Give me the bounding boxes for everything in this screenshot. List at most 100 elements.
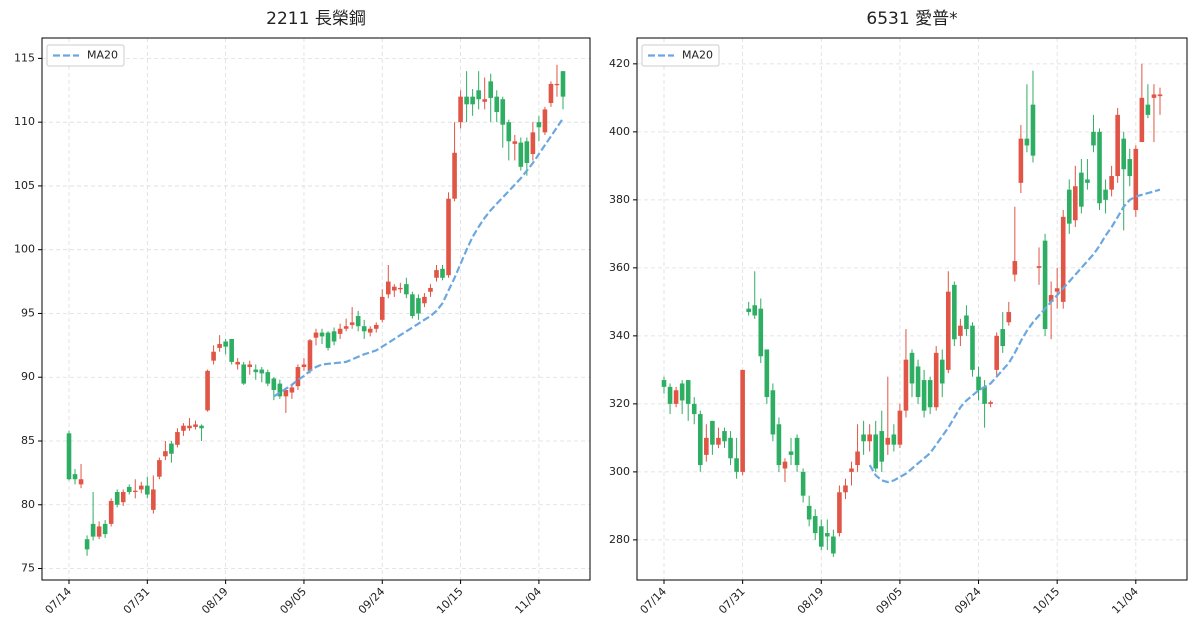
y-tick-label: 115 bbox=[14, 51, 35, 64]
candle-body bbox=[770, 390, 776, 435]
x-tick-label: 10/15 bbox=[434, 585, 466, 617]
x-tick-label: 11/04 bbox=[1109, 585, 1141, 617]
candle-body bbox=[223, 341, 228, 347]
candle-body bbox=[958, 325, 963, 336]
candle-body bbox=[265, 372, 271, 384]
candle-body bbox=[96, 526, 102, 537]
candle-body bbox=[494, 96, 500, 112]
candle-body bbox=[691, 403, 697, 415]
legend-box bbox=[641, 44, 720, 67]
y-tick-label: 400 bbox=[609, 125, 630, 138]
x-tick-label: 07/14 bbox=[638, 585, 670, 617]
candle-body bbox=[897, 410, 903, 445]
y-tick-label: 90 bbox=[21, 370, 35, 383]
candle-body bbox=[1012, 261, 1018, 275]
candle-body bbox=[301, 364, 307, 368]
candle-body bbox=[915, 366, 921, 398]
candle-body bbox=[1030, 104, 1036, 156]
candle-body bbox=[697, 414, 703, 466]
candle-body bbox=[885, 437, 891, 445]
candle-body bbox=[343, 326, 349, 329]
candle-body bbox=[337, 328, 343, 334]
candle-body bbox=[1048, 295, 1054, 302]
candle-body bbox=[1133, 148, 1139, 211]
candle-body bbox=[994, 335, 999, 370]
candle-body bbox=[247, 364, 253, 368]
candle-body bbox=[217, 344, 222, 348]
axes-frame bbox=[41, 37, 591, 581]
candle-body bbox=[512, 141, 518, 144]
candle-body bbox=[746, 308, 751, 313]
candle-body bbox=[157, 460, 162, 477]
candle-body bbox=[235, 361, 240, 365]
candle-body bbox=[1109, 176, 1114, 190]
candle-body bbox=[952, 284, 957, 340]
candle-body bbox=[667, 386, 673, 404]
candle-body bbox=[1036, 266, 1042, 268]
candle-body bbox=[102, 523, 108, 535]
candle-body bbox=[1000, 329, 1006, 347]
candle-body bbox=[1085, 179, 1090, 183]
legend-label: MA20 bbox=[682, 49, 713, 62]
candle-body bbox=[831, 536, 836, 554]
candle-body bbox=[193, 424, 198, 427]
candle-body bbox=[530, 132, 536, 155]
y-tick-label: 280 bbox=[609, 533, 630, 546]
candle-body bbox=[211, 351, 216, 361]
candle-body bbox=[1097, 131, 1102, 204]
candle-body bbox=[1139, 97, 1145, 143]
candle-body bbox=[72, 474, 78, 480]
candle-body bbox=[794, 437, 800, 466]
candle-body bbox=[891, 434, 897, 445]
candle-body bbox=[758, 308, 764, 357]
candle-body bbox=[259, 369, 265, 374]
y-tick-label: 320 bbox=[609, 397, 630, 410]
candle-body bbox=[752, 305, 758, 316]
candle-body bbox=[879, 431, 885, 462]
candle-body bbox=[909, 352, 915, 384]
candle-body bbox=[373, 324, 379, 329]
plot-area bbox=[637, 38, 1187, 580]
candle-body bbox=[837, 492, 842, 534]
candle-body bbox=[307, 340, 313, 371]
candle-body bbox=[861, 434, 866, 442]
candle-body bbox=[976, 376, 981, 391]
x-tick-label: 07/31 bbox=[121, 585, 153, 617]
candle-body bbox=[90, 523, 96, 537]
candle-body bbox=[1073, 186, 1078, 221]
candle-body bbox=[120, 492, 126, 503]
y-tick-label: 420 bbox=[609, 57, 630, 70]
candle-body bbox=[964, 315, 969, 330]
candle-body bbox=[404, 284, 409, 295]
candle-body bbox=[132, 490, 138, 493]
candle-body bbox=[679, 383, 685, 401]
y-tick-label: 100 bbox=[14, 243, 35, 256]
candle-body bbox=[385, 281, 391, 295]
candle-body bbox=[518, 142, 524, 167]
candle-body bbox=[379, 296, 385, 320]
candle-body bbox=[470, 96, 475, 105]
candle-body bbox=[734, 458, 739, 472]
candle-body bbox=[1042, 240, 1048, 330]
candle-body bbox=[1115, 114, 1120, 177]
candle-body bbox=[488, 81, 494, 98]
x-tick-label: 09/05 bbox=[277, 585, 309, 617]
candle-body bbox=[867, 434, 872, 442]
candle-body bbox=[446, 198, 451, 276]
x-tick-label: 07/31 bbox=[716, 585, 748, 617]
candle-body bbox=[145, 485, 150, 495]
candle-body bbox=[241, 364, 247, 384]
y-tick-label: 80 bbox=[21, 498, 35, 511]
candle-body bbox=[181, 425, 186, 431]
candle-body bbox=[277, 383, 283, 397]
candle-body bbox=[331, 331, 337, 342]
candle-body bbox=[548, 83, 554, 104]
candle-body bbox=[710, 420, 715, 445]
candle-body bbox=[169, 443, 174, 454]
candle-body bbox=[151, 489, 156, 510]
candle-body bbox=[440, 268, 445, 278]
candle-body bbox=[554, 83, 560, 86]
candle-body bbox=[434, 270, 439, 278]
candle-body bbox=[500, 99, 506, 125]
